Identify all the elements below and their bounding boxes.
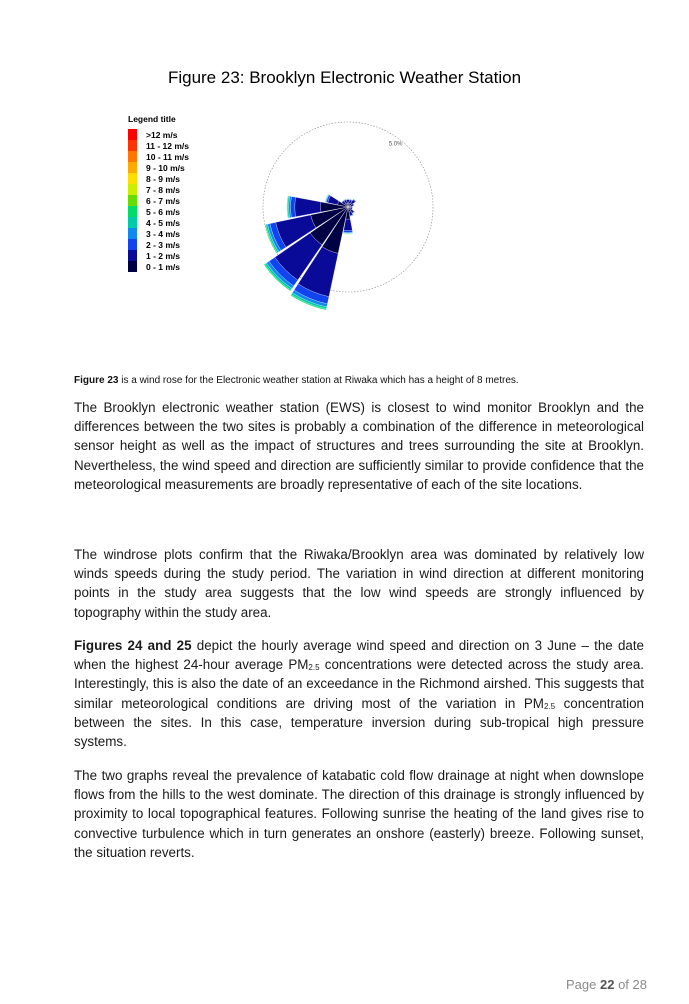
legend-item: 2 - 3 m/s bbox=[128, 239, 208, 250]
legend-label: 5 - 6 m/s bbox=[146, 206, 181, 217]
legend-swatch bbox=[128, 250, 137, 261]
legend-item: 6 - 7 m/s bbox=[128, 195, 208, 206]
page-prefix: Page bbox=[566, 977, 600, 992]
pm-subscript-2: 2.5 bbox=[543, 701, 556, 711]
page-total: 28 bbox=[632, 977, 647, 992]
petal-segment bbox=[343, 230, 353, 233]
legend-label: 11 - 12 m/s bbox=[146, 140, 190, 151]
legend-swatch bbox=[128, 217, 137, 228]
petal-segment bbox=[324, 193, 329, 203]
petal-segment bbox=[349, 215, 354, 218]
petal-segment bbox=[263, 264, 291, 292]
legend-swatch bbox=[128, 129, 137, 140]
legend-swatch bbox=[128, 239, 137, 250]
petal-segment bbox=[264, 224, 278, 254]
petal-segment bbox=[286, 195, 289, 219]
legend-item: 5 - 6 m/s bbox=[128, 206, 208, 217]
legend-swatch bbox=[128, 206, 137, 217]
ring-label: 5.0% bbox=[389, 141, 403, 147]
page-of: of bbox=[614, 977, 633, 992]
legend-swatch bbox=[128, 173, 137, 184]
paragraph-2: The windrose plots confirm that the Riwa… bbox=[74, 547, 644, 620]
legend-label: 3 - 4 m/s bbox=[146, 228, 181, 239]
petal-segment bbox=[342, 233, 354, 235]
legend-item: 0 - 1 m/s bbox=[128, 261, 208, 272]
legend-items: >12 m/s 11 - 12 m/s 10 - 11 m/s 9 - 10 m/s 8… bbox=[128, 129, 208, 272]
petal-segment bbox=[353, 203, 355, 206]
legend-item: 7 - 8 m/s bbox=[128, 184, 208, 195]
legend-label: 7 - 8 m/s bbox=[146, 184, 181, 195]
legend-swatch bbox=[128, 261, 137, 272]
legend-swatch bbox=[128, 140, 137, 151]
legend-item: 9 - 10 m/s bbox=[128, 162, 208, 173]
legend-label: 10 - 11 m/s bbox=[146, 151, 190, 162]
ring-5-percent bbox=[262, 121, 434, 293]
legend-item: 3 - 4 m/s bbox=[128, 228, 208, 239]
paragraph-1: The Brooklyn electronic weather station … bbox=[74, 400, 644, 492]
paragraph-3-text-a: depict the hourly average wind speed and… bbox=[74, 638, 645, 673]
caption-text: is a wind rose for the Electronic weathe… bbox=[118, 375, 519, 386]
wind-rose-chart: 5.0% bbox=[262, 121, 434, 311]
pm-subscript-1: 2.5 bbox=[308, 663, 320, 673]
legend-swatch bbox=[128, 162, 137, 173]
legend-item: 10 - 11 m/s bbox=[128, 151, 208, 162]
paragraph-3-text-c: concentration between the sites. In this… bbox=[74, 695, 644, 750]
petal-segment bbox=[340, 199, 344, 203]
figure-caption: Figure 23 is a wind rose for the Electro… bbox=[74, 375, 634, 386]
page-current: 22 bbox=[599, 977, 615, 992]
legend-label: 0 - 1 m/s bbox=[146, 261, 181, 272]
legend-swatch bbox=[128, 195, 137, 206]
petal-segment bbox=[290, 196, 296, 218]
figure-title: Figure 23: Brooklyn Electronic Weather S… bbox=[167, 68, 522, 87]
legend-label: 2 - 3 m/s bbox=[146, 239, 181, 250]
petal-segment bbox=[343, 198, 347, 201]
legend-label: 1 - 2 m/s bbox=[146, 250, 181, 261]
legend-item: 1 - 2 m/s bbox=[128, 250, 208, 261]
petal-segment bbox=[290, 294, 327, 311]
legend-label: 8 - 9 m/s bbox=[146, 173, 181, 184]
legend-label: 9 - 10 m/s bbox=[146, 162, 185, 173]
petal-segment bbox=[349, 198, 353, 201]
paragraph-3-bold: Figures 24 and 25 bbox=[74, 638, 192, 653]
legend-label: 4 - 5 m/s bbox=[146, 217, 181, 228]
petal-segment bbox=[353, 198, 357, 202]
legend-item: 8 - 9 m/s bbox=[128, 173, 208, 184]
legend-item: 11 - 12 m/s bbox=[128, 140, 208, 151]
paragraph-3-text-b: concentrations were detected across the … bbox=[74, 657, 644, 711]
legend-label: 6 - 7 m/s bbox=[146, 195, 181, 206]
legend-item: 4 - 5 m/s bbox=[128, 217, 208, 228]
legend-title: Legend title bbox=[128, 114, 176, 124]
paragraph-4: The two graphs reveal the prevalence of … bbox=[74, 768, 644, 860]
petal-segment bbox=[352, 211, 356, 215]
paragraph-3: Figures 24 and 25 depict the hourly aver… bbox=[74, 636, 644, 751]
legend-swatch bbox=[128, 228, 137, 239]
legend-item: >12 m/s bbox=[128, 129, 208, 140]
legend-label: >12 m/s bbox=[146, 129, 178, 140]
petal-segment bbox=[351, 207, 353, 210]
caption-bold: Figure 23 bbox=[74, 375, 119, 386]
page-number: Page 22 of 28 bbox=[566, 977, 647, 992]
wind-rose-legend: Legend title >12 m/s 11 - 12 m/s 10 - 11 m… bbox=[128, 114, 208, 272]
legend-swatch bbox=[128, 151, 137, 162]
legend-swatch bbox=[128, 184, 137, 195]
